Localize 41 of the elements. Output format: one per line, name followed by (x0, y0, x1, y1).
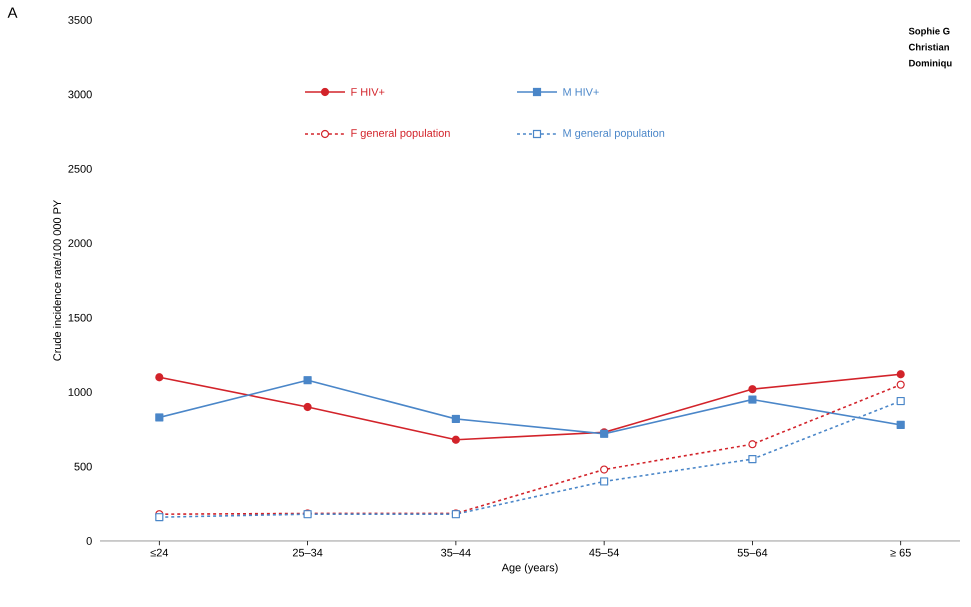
legend-label: F general population (351, 128, 450, 140)
y-tick-label: 1000 (68, 388, 92, 396)
point (452, 414, 460, 424)
y-tick-label: 1500 (68, 314, 92, 322)
legend-label: F HIV+ (351, 88, 384, 96)
text: A (8, 8, 18, 18)
point (600, 477, 608, 486)
legend-label: M general population (563, 128, 664, 140)
x-axis-title: Age (years) (502, 563, 558, 574)
point (896, 420, 905, 429)
y-tick-label: 3000 (68, 90, 92, 98)
point (452, 436, 460, 444)
y-tick-label: 3500 (68, 16, 92, 24)
x-tick-label: ≤24 (150, 548, 168, 556)
y-tick-label: 500 (74, 462, 92, 470)
point (896, 380, 905, 389)
annotation: Dominiqu (909, 60, 952, 68)
point (304, 402, 312, 412)
point (748, 440, 757, 448)
legend-label: M HIV+ (563, 88, 599, 96)
x-tick-label: 55–64 (738, 548, 768, 557)
y-tick-label: 2000 (68, 239, 92, 248)
point (896, 396, 905, 406)
y-tick-label: 0 (86, 537, 92, 545)
point (155, 373, 164, 382)
annotation: Christian (908, 44, 949, 50)
point (600, 465, 608, 474)
x-tick-label: ≥ 65 (890, 548, 911, 557)
point (896, 370, 905, 378)
annotation: Sophie G (908, 28, 950, 36)
point (748, 455, 757, 464)
point (155, 513, 164, 522)
point (748, 385, 757, 394)
point (748, 395, 757, 404)
y-axis-title: Crude incidence rate/100 000 PY (52, 200, 62, 361)
point (304, 376, 312, 384)
y-tick-label: 2500 (68, 164, 92, 173)
point (155, 413, 164, 422)
x-tick-label: 45–54 (589, 548, 620, 556)
x-tick-label: 35–44 (441, 548, 471, 557)
x-tick-label: 25–34 (292, 548, 322, 557)
